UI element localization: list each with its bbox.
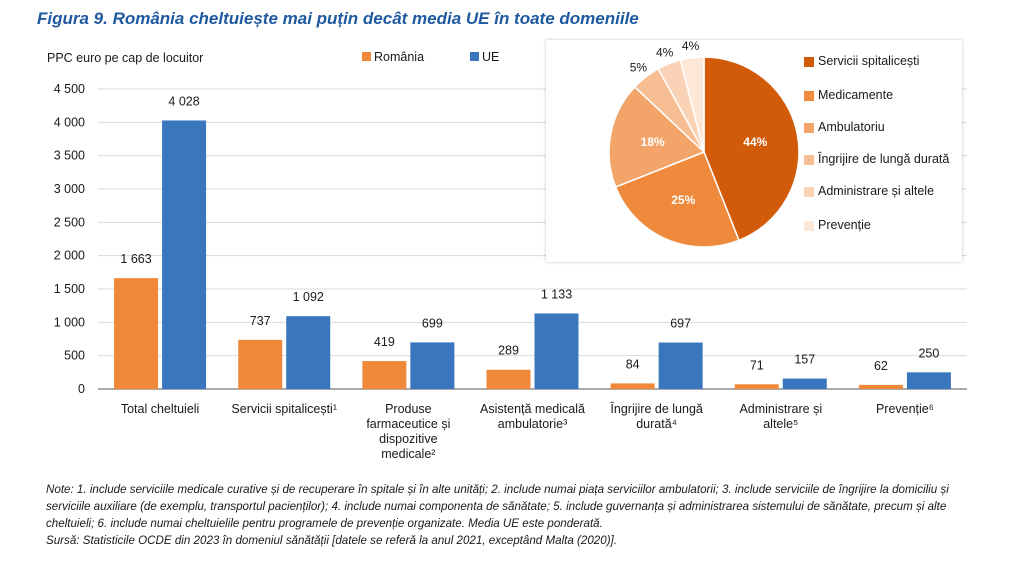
y-tick-label: 2 000	[54, 249, 85, 263]
legend-label: Ambulatoriu	[818, 120, 885, 134]
legend-label: Administrare și altele	[818, 184, 935, 198]
notes: Note: 1. include serviciile medicale cur…	[46, 481, 986, 549]
y-tick-label: 1 500	[54, 282, 85, 296]
pie-slice	[679, 56, 705, 153]
legend-swatch	[804, 187, 814, 197]
pie-slice	[614, 151, 740, 248]
x-tick-label: Produse	[385, 402, 432, 416]
y-tick-label: 4 000	[54, 115, 85, 129]
y-axis-label: PPC euro pe cap de locuitor	[47, 51, 203, 65]
x-tick-label: altele⁵	[763, 417, 798, 431]
pie-slice-label: 5%	[630, 60, 648, 74]
legend-label: Îngrijire de lungă durată	[818, 152, 950, 166]
bar-ue	[534, 313, 579, 389]
pie-slice-label: 4%	[682, 40, 700, 53]
legend-swatch	[470, 52, 479, 61]
y-tick-label: 1 000	[54, 315, 85, 329]
data-label: 250	[918, 346, 939, 360]
data-label: 1 663	[120, 252, 151, 266]
data-label: 4 028	[168, 94, 199, 108]
legend-label: Servicii spitalicești	[818, 54, 920, 68]
source-text: Sursă: Statisticile OCDE din 2023 în dom…	[46, 534, 617, 547]
pie-slice-label: 25%	[671, 193, 695, 207]
x-tick-label: dispozitive	[379, 432, 437, 446]
legend-swatch	[804, 221, 814, 231]
x-tick-label: ambulatorie³	[498, 417, 567, 431]
pie-slice	[703, 56, 800, 242]
figure-title: Figura 9. România cheltuiește mai puțin …	[37, 9, 639, 28]
x-tick-label: farmaceutice și	[366, 417, 450, 431]
bar-ue	[410, 342, 455, 389]
legend-swatch	[804, 123, 814, 133]
data-label: 1 133	[541, 287, 572, 301]
data-label: 1 092	[293, 290, 324, 304]
data-label: 697	[670, 317, 691, 331]
bar-romania	[858, 384, 903, 389]
x-tick-label: Asistență medicală	[480, 402, 585, 416]
bar-romania	[114, 278, 159, 389]
pie-chart-panel: 44% 25% 18% 5% 4% 4% Servicii spitalicești Med…	[546, 40, 962, 262]
x-tick-label: durată⁴	[636, 417, 677, 431]
bar-ue	[286, 316, 331, 389]
legend-label: Medicamente	[818, 88, 894, 102]
legend-swatch	[804, 155, 814, 165]
legend-label: UE	[482, 50, 499, 64]
bar-romania	[486, 369, 531, 389]
y-tick-label: 0	[78, 382, 85, 396]
bar-romania	[734, 384, 779, 389]
bar-romania	[238, 339, 283, 389]
pie-slice-label: 44%	[743, 135, 767, 149]
data-label: 62	[874, 359, 888, 373]
pie-chart: 44% 25% 18% 5% 4% 4%	[608, 40, 800, 248]
pie-slice	[608, 85, 706, 188]
x-tick-label: Servicii spitalicești¹	[231, 402, 337, 416]
y-tick-label: 2 500	[54, 215, 85, 229]
data-label: 737	[250, 314, 271, 328]
bar-ue	[906, 372, 951, 389]
bar-romania	[610, 383, 655, 389]
bar-ue	[162, 120, 207, 389]
data-label: 84	[626, 357, 640, 371]
pie-slice-label: 18%	[641, 135, 665, 149]
x-tick-label: medicale²	[381, 447, 435, 461]
data-label: 289	[498, 344, 519, 358]
bar-ue	[782, 378, 827, 389]
notes-text: Note: 1. include serviciile medicale cur…	[46, 483, 949, 530]
pie-slice-label: 4%	[656, 46, 674, 60]
data-label: 419	[374, 335, 395, 349]
bar-ue	[658, 342, 703, 389]
data-label: 699	[422, 316, 443, 330]
y-tick-label: 4 500	[54, 82, 85, 96]
data-label: 71	[750, 358, 764, 372]
x-tick-label: Administrare și	[739, 402, 822, 416]
bar-romania	[362, 361, 407, 389]
legend-label: Prevenție	[818, 218, 871, 232]
data-label: 157	[794, 353, 815, 367]
x-tick-label: Îngrijire de lungă	[609, 401, 702, 416]
y-tick-label: 3 500	[54, 149, 85, 163]
legend-label: România	[374, 50, 424, 64]
x-tick-label: Prevenție⁶	[876, 402, 934, 416]
y-tick-label: 3 000	[54, 182, 85, 196]
legend-swatch	[804, 57, 814, 67]
legend-swatch	[804, 91, 814, 101]
x-tick-label: Total cheltuieli	[121, 402, 200, 416]
y-tick-label: 500	[64, 349, 85, 363]
legend-swatch	[362, 52, 371, 61]
